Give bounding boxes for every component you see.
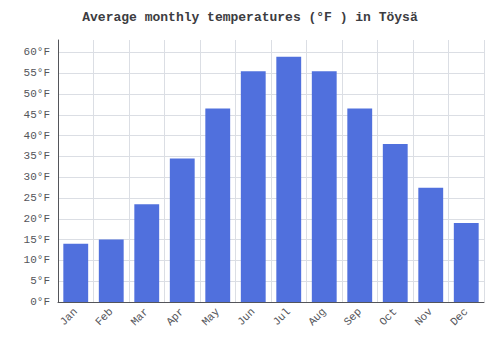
svg-text:40°F: 40°F <box>24 130 50 142</box>
svg-text:Dec: Dec <box>448 306 470 328</box>
svg-text:Aug: Aug <box>306 306 328 328</box>
svg-text:60°F: 60°F <box>24 46 50 58</box>
svg-text:Feb: Feb <box>93 306 115 328</box>
svg-text:30°F: 30°F <box>24 171 50 183</box>
svg-text:55°F: 55°F <box>24 67 50 79</box>
svg-text:Average monthly temperatures (: Average monthly temperatures (°F ) in Tö… <box>82 10 418 25</box>
svg-text:Nov: Nov <box>413 305 436 328</box>
svg-text:Jan: Jan <box>58 306 80 328</box>
svg-text:15°F: 15°F <box>24 234 50 246</box>
svg-text:5°F: 5°F <box>30 275 50 287</box>
svg-text:Jul: Jul <box>271 306 293 328</box>
svg-text:Sep: Sep <box>342 306 364 328</box>
svg-text:Jun: Jun <box>235 306 257 328</box>
svg-text:45°F: 45°F <box>24 109 50 121</box>
svg-text:Mar: Mar <box>129 306 151 328</box>
svg-text:Oct: Oct <box>377 306 399 328</box>
svg-text:May: May <box>200 305 223 328</box>
svg-text:0°F: 0°F <box>30 296 50 308</box>
svg-text:10°F: 10°F <box>24 254 50 266</box>
svg-text:25°F: 25°F <box>24 192 50 204</box>
svg-text:50°F: 50°F <box>24 88 50 100</box>
svg-text:35°F: 35°F <box>24 150 50 162</box>
svg-text:Apr: Apr <box>164 306 186 328</box>
svg-text:20°F: 20°F <box>24 213 50 225</box>
